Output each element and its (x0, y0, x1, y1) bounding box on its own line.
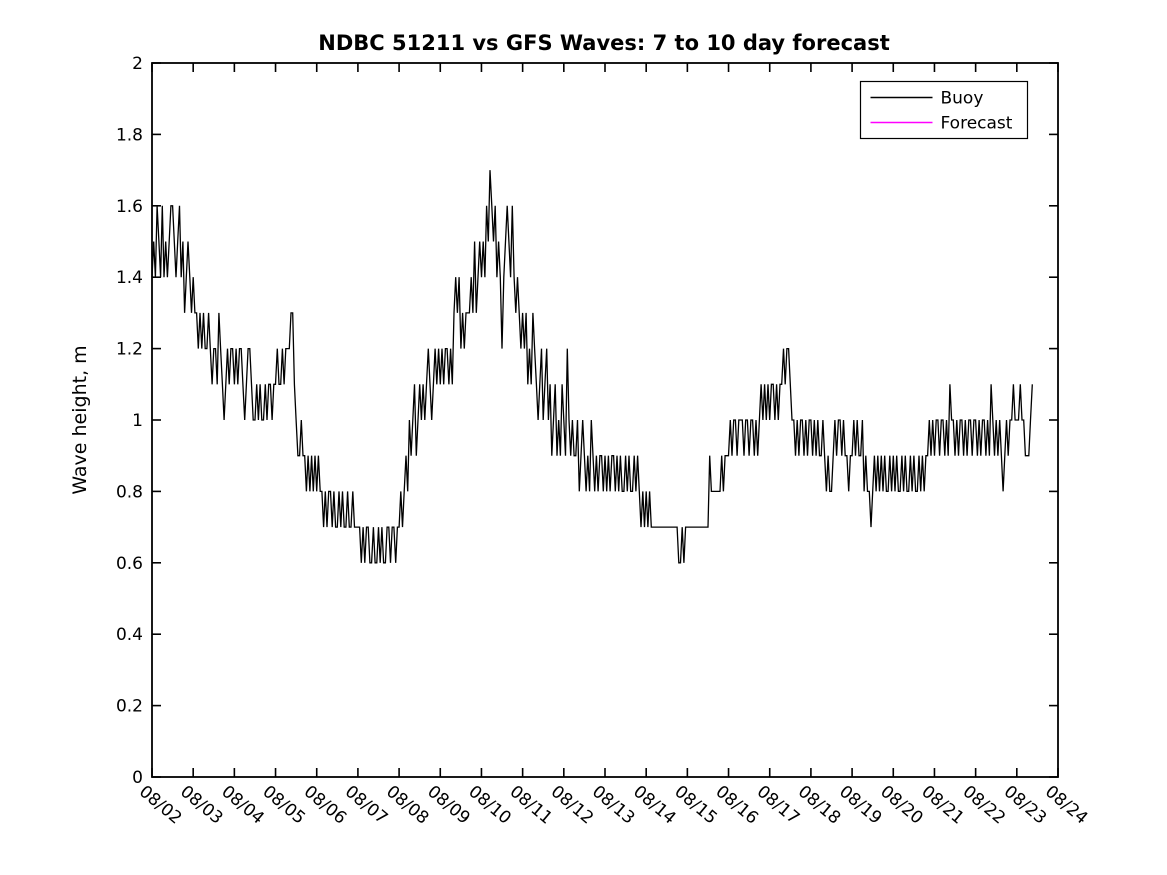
x-tick-label: 08/11 (506, 782, 556, 829)
x-tick-label: 08/12 (547, 782, 597, 829)
y-axis-label: Wave height, m (69, 345, 91, 494)
buoy-series-line (151, 170, 1033, 564)
x-tick-label: 08/17 (753, 782, 803, 829)
y-tick-label: 0.2 (116, 697, 143, 717)
x-tick-label: 08/03 (176, 782, 226, 829)
y-tick-label: 1.8 (116, 125, 143, 145)
legend-forecast-label: Forecast (941, 114, 1013, 134)
y-tick-label: 2 (132, 54, 143, 74)
x-tick-label: 08/09 (423, 782, 473, 829)
plot-border (151, 62, 1059, 778)
x-tick-label: 08/08 (382, 782, 432, 829)
x-tick-label: 08/04 (217, 782, 267, 829)
x-tick-label: 08/14 (629, 782, 679, 829)
x-tick-label: 08/19 (835, 782, 885, 829)
y-tick-label: 0.4 (116, 625, 143, 645)
y-tick-label: 0.6 (116, 554, 143, 574)
x-tick-label: 08/15 (670, 782, 720, 829)
plot-area: 08/0208/0308/0408/0508/0608/0708/0808/09… (116, 54, 1091, 829)
x-tick-label: 08/18 (794, 782, 844, 829)
x-tick-label: 08/02 (135, 782, 185, 829)
y-tick-label: 1.6 (116, 197, 143, 217)
x-tick-label: 08/16 (712, 782, 762, 829)
x-tick-label: 08/07 (341, 782, 391, 829)
x-tick-label: 08/20 (876, 782, 926, 829)
x-tick-label: 08/10 (464, 782, 514, 829)
y-tick-label: 1.2 (116, 340, 143, 360)
y-tick-label: 1.4 (116, 268, 143, 288)
x-tick-label: 08/05 (259, 782, 309, 829)
y-tick-label: 0 (132, 768, 143, 788)
x-tick-label: 08/21 (917, 782, 967, 829)
x-tick-label: 08/13 (588, 782, 638, 829)
legend-buoy-label: Buoy (941, 89, 984, 109)
y-tick-label: 0.8 (116, 482, 143, 502)
x-tick-label: 08/24 (1041, 782, 1091, 829)
x-tick-label: 08/22 (959, 782, 1009, 829)
x-tick-label: 08/23 (1000, 782, 1050, 829)
y-tick-label: 1 (132, 411, 143, 431)
legend-box (859, 80, 1029, 140)
chart-title: NDBC 51211 vs GFS Waves: 7 to 10 day for… (318, 31, 889, 55)
x-tick-label: 08/06 (300, 782, 350, 829)
